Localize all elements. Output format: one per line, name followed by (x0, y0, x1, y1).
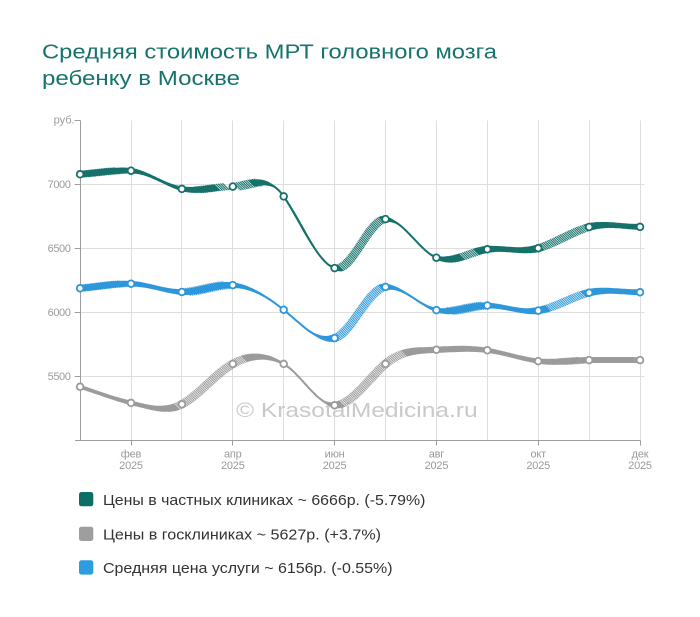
svg-text:июн: июн (325, 449, 345, 461)
svg-text:фев: фев (121, 449, 142, 461)
svg-text:авг: авг (429, 449, 445, 461)
svg-text:2025: 2025 (221, 460, 245, 472)
svg-text:Цены в госклиниках ~ 5627р. (+: Цены в госклиниках ~ 5627р. (+3.7%) (103, 527, 381, 544)
svg-text:5500: 5500 (48, 371, 71, 383)
svg-text:руб.: руб. (54, 114, 75, 126)
svg-text:дек: дек (632, 449, 649, 461)
svg-text:Средняя стоимость МРТ головног: Средняя стоимость МРТ головного мозга (42, 41, 498, 63)
svg-text:окт: окт (530, 449, 546, 461)
svg-text:6000: 6000 (48, 307, 71, 319)
svg-text:7000: 7000 (48, 179, 71, 191)
svg-text:2025: 2025 (526, 460, 550, 472)
svg-text:2025: 2025 (119, 460, 143, 472)
svg-text:2025: 2025 (425, 460, 449, 472)
svg-text:Цены в частных клиниках ~ 6666: Цены в частных клиниках ~ 6666р. (-5.79%… (103, 492, 425, 509)
svg-text:© KrasotaiMedicina.ru: © KrasotaiMedicina.ru (236, 399, 478, 422)
svg-text:2025: 2025 (628, 460, 652, 472)
svg-text:ребенку в Москве: ребенку в Москве (42, 68, 240, 90)
svg-text:2025: 2025 (323, 460, 347, 472)
svg-text:Средняя цена услуги ~ 6156р. (: Средняя цена услуги ~ 6156р. (-0.55%) (103, 560, 393, 577)
svg-text:6500: 6500 (48, 243, 71, 255)
svg-text:апр: апр (224, 449, 242, 461)
